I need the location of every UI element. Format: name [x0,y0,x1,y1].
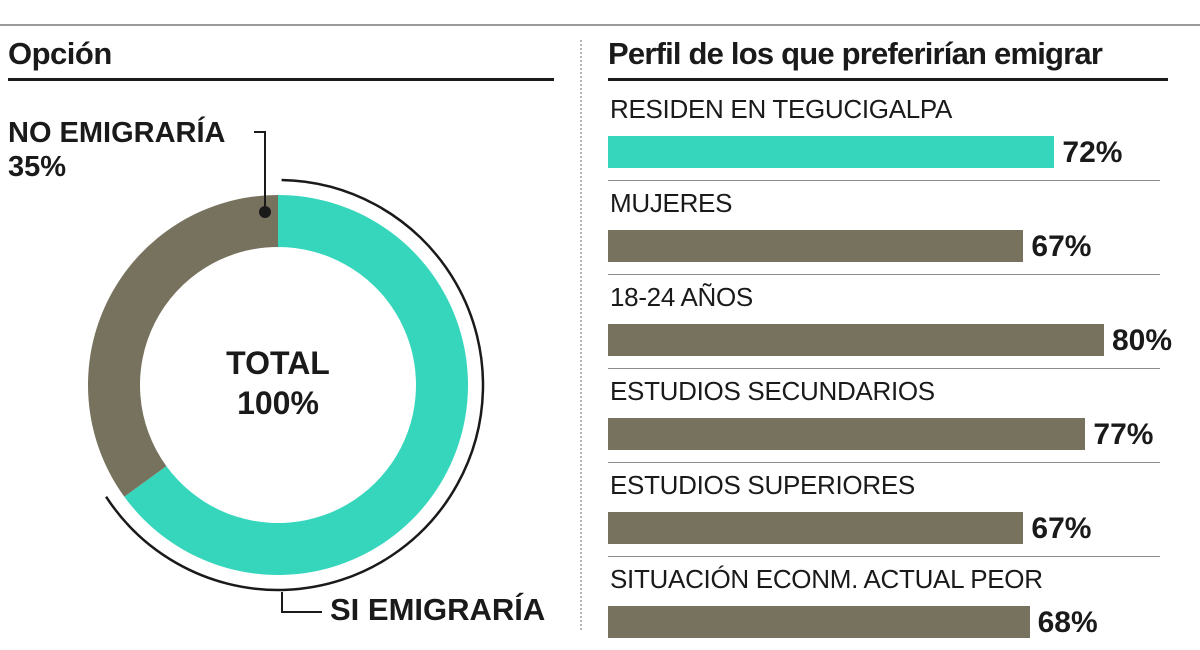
right-panel-rule [608,78,1168,81]
donut-slice-no-emigraria [88,195,278,497]
bar-row: SITUACIÓN ECONM. ACTUAL PEOR 68% [608,556,1188,650]
no-emigraria-label: NO EMIGRARÍA 35% [8,116,226,184]
no-leader-line [254,131,266,212]
bar-value-label: 80% [1112,324,1173,357]
row-separator [608,180,1160,181]
donut-slice-si-emigraria [124,195,468,575]
bar-row: MUJERES 67% [608,180,1188,274]
si-emigraria-label: SI EMIGRARÍA [330,592,546,627]
donut-chart: TOTAL 100% [88,131,485,613]
bar-row: RESIDEN EN TEGUCIGALPA 72% [608,86,1188,180]
si-leader-line [281,592,322,613]
bar-category-label: MUJERES [610,188,733,218]
bar [608,230,1024,262]
row-separator [608,556,1160,557]
no-emigraria-text: NO EMIGRARÍA [8,117,226,149]
bar-row: 18-24 AÑOS 80% [608,274,1188,368]
bar [608,136,1055,168]
si-bracket-arc [105,178,485,592]
panel-divider [580,40,582,630]
row-separator [608,274,1160,275]
right-panel-title: Perfil de los que preferirían emigrar [608,36,1103,71]
bar-value-label: 67% [1031,230,1092,263]
donut-slices [88,195,468,575]
bar-value-label: 67% [1031,512,1092,545]
left-panel-rule [8,78,554,81]
row-separator [608,462,1160,463]
donut-center-pct: 100% [237,385,319,421]
bar-row: ESTUDIOS SECUNDARIOS 77% [608,368,1188,462]
no-leader-dot [259,206,271,218]
bar-category-label: ESTUDIOS SUPERIORES [610,470,915,500]
bar-value-label: 72% [1062,136,1123,169]
left-panel-title: Opción [8,36,112,71]
bar-value-label: 68% [1037,606,1098,639]
bar [608,606,1030,638]
bar-category-label: RESIDEN EN TEGUCIGALPA [610,94,953,124]
no-emigraria-pct: 35% [8,151,67,183]
bar-row: ESTUDIOS SUPERIORES 67% [608,462,1188,556]
bar [608,512,1024,544]
top-rule [0,24,1200,26]
bar [608,324,1104,356]
bar-value-label: 77% [1093,418,1154,451]
bar-category-label: 18-24 AÑOS [610,282,753,312]
row-separator [608,368,1160,369]
donut-center-total: TOTAL [226,345,330,381]
bar-category-label: ESTUDIOS SECUNDARIOS [610,376,935,406]
bar-category-label: SITUACIÓN ECONM. ACTUAL PEOR [610,564,1043,594]
bar [608,418,1086,450]
